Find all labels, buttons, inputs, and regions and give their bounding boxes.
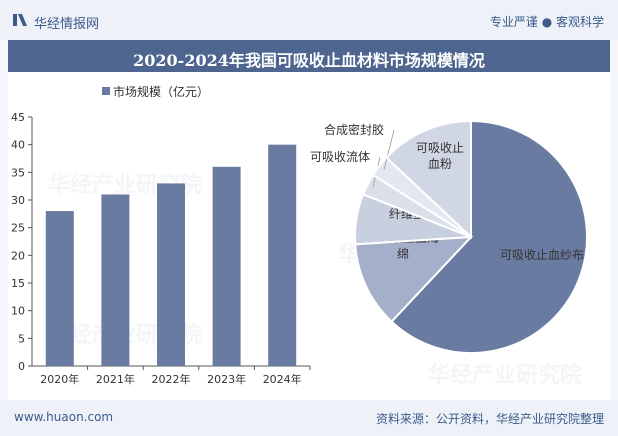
y-tick-label: 35 — [11, 166, 25, 179]
x-tick-label: 2021年 — [96, 372, 135, 386]
pie-slice-可吸收止血纱布 — [390, 119, 588, 354]
bar-2021年 — [101, 194, 130, 366]
pie-label: 合成密封胶 — [324, 122, 384, 137]
bar-2022年 — [157, 183, 185, 366]
bar-2024年 — [268, 144, 297, 366]
chart-panel: 华经产业研究院华经产业研究院华经产业研究院华经产业研究院 市场规模（亿元）051… — [8, 72, 610, 400]
legend-swatch — [102, 87, 110, 95]
watermark-text: 华经产业研究院 — [428, 362, 582, 388]
brand-name: 华经情报网 — [34, 17, 100, 32]
pie-chart: 可吸收止血纱布可吸收止血海绵纤维蛋白胶可吸收流体合成密封胶可吸收止血粉 — [310, 119, 588, 354]
y-tick-label: 40 — [11, 139, 25, 152]
legend-label: 市场规模（亿元） — [113, 84, 209, 99]
hj-logo-icon — [13, 14, 27, 26]
y-tick-label: 5 — [18, 332, 25, 345]
pie-slice-可吸收止血粉 — [385, 119, 472, 240]
pie-slice-可吸收止血海绵 — [354, 235, 474, 323]
y-tick-label: 25 — [11, 222, 25, 235]
x-tick-label: 2024年 — [263, 372, 302, 386]
site-url[interactable]: www.huaon.com — [14, 410, 114, 424]
slogan: 专业严谨 ● 客观科学 — [489, 15, 604, 29]
x-tick-label: 2022年 — [152, 372, 191, 386]
x-tick-label: 2023年 — [207, 372, 246, 386]
y-tick-label: 10 — [11, 305, 25, 318]
x-tick-label: 2020年 — [40, 372, 79, 386]
bar-2023年 — [212, 166, 241, 366]
bar-chart: 市场规模（亿元） 0 5 10 15 20 25 30 35 40 45 2020年 2021年 2022… — [11, 84, 311, 386]
y-tick-label: 20 — [11, 249, 25, 262]
source-note: 资料来源：公开资料，华经产业研究院整理 — [375, 412, 604, 426]
footer-bar: www.huaon.com 资料来源：公开资料，华经产业研究院整理 — [0, 400, 618, 436]
pie-leader-line — [383, 129, 395, 170]
y-tick-label: 45 — [11, 111, 25, 124]
pie-label-line: 绵 — [397, 247, 409, 261]
chart-title: 2020-2024年我国可吸收止血材料市场规模情况 — [133, 51, 485, 70]
pie-label-line: 可吸收止 — [416, 141, 464, 155]
pie-label: 可吸收止血纱布 — [500, 248, 584, 262]
pie-label-line: 血粉 — [428, 157, 452, 171]
pie-label: 可吸收止血粉 — [416, 141, 464, 171]
title-bar: 2020-2024年我国可吸收止血材料市场规模情况 — [8, 40, 610, 72]
y-tick-label: 0 — [18, 360, 25, 373]
chart-canvas: 华经产业研究院华经产业研究院华经产业研究院华经产业研究院 市场规模（亿元）051… — [11, 84, 588, 388]
y-tick-label: 30 — [11, 194, 25, 207]
top-bar: 华经情报网 专业严谨 ● 客观科学 — [0, 0, 618, 40]
y-tick-label: 15 — [11, 277, 25, 290]
pie-label: 可吸收流体 — [310, 150, 370, 164]
bar-2020年 — [45, 211, 74, 366]
